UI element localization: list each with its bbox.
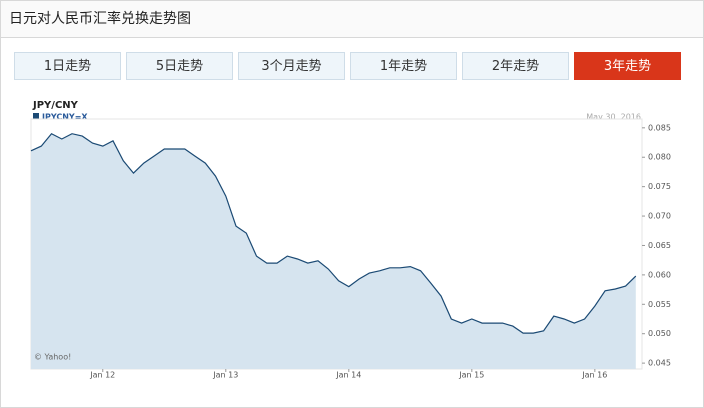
x-tick-label: Jan 13 [212, 371, 238, 380]
x-tick-label: Jan 15 [458, 371, 484, 380]
chart-frame [15, 93, 689, 383]
y-tick-label: 0.075 [648, 182, 671, 191]
y-tick-label: 0.050 [648, 329, 671, 338]
tab[interactable]: 1年走势 [350, 52, 457, 80]
header-title: 日元对人民币汇率兑换走势图 [1, 1, 703, 38]
line [30, 132, 637, 334]
tab[interactable]: 1日走势 [14, 52, 121, 80]
date-note: May 30, 2016 [586, 113, 641, 122]
tab-bar: 1日走势 5日走势 3个月走势 1年走势 2年走势 3年走势 [14, 52, 681, 80]
x-tick-label: Jan 16 [581, 371, 607, 380]
tab[interactable]: 2年走势 [462, 52, 569, 80]
y-tick-label: 0.065 [648, 241, 671, 250]
y-tick-label: 0.060 [648, 270, 671, 279]
tab[interactable]: 3年走势 [574, 52, 681, 80]
legend-label: JPYCNY=X [41, 113, 88, 122]
chart-title: JPY/CNY [32, 100, 79, 111]
tab[interactable]: 5日走势 [126, 52, 233, 80]
tab[interactable]: 3个月走势 [238, 52, 345, 80]
y-tick-label: 0.080 [648, 153, 671, 162]
plot-area [30, 118, 643, 370]
credit: © Yahoo! [34, 353, 71, 362]
area [31, 133, 636, 369]
x-tick-label: Jan 12 [89, 371, 115, 380]
x-tick-label: Jan 14 [335, 371, 361, 380]
y-tick-label: 0.045 [648, 359, 671, 368]
y-tick-label: 0.055 [648, 300, 671, 309]
y-tick-label: 0.070 [648, 212, 671, 221]
legend-swatch [33, 113, 39, 120]
y-tick-label: 0.085 [648, 123, 671, 132]
